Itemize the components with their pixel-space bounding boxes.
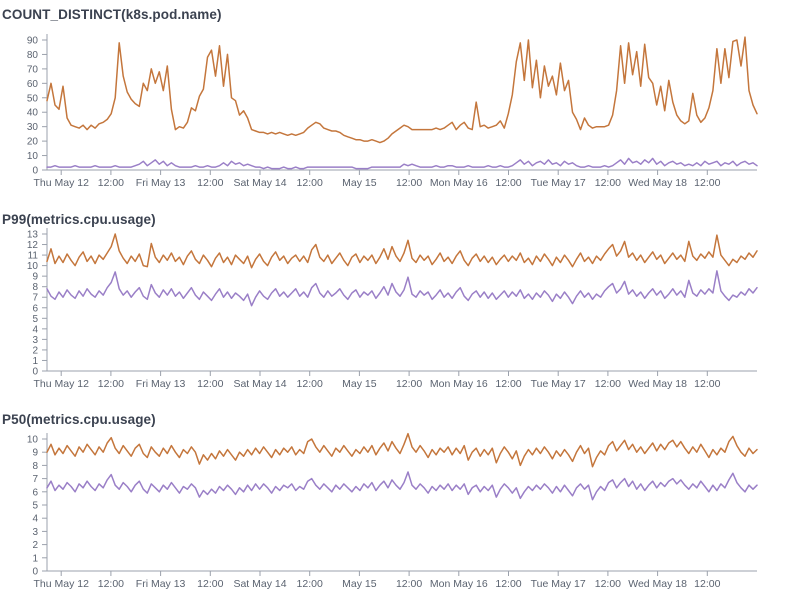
svg-text:11: 11 bbox=[28, 251, 39, 262]
svg-text:12:00: 12:00 bbox=[595, 578, 621, 590]
svg-text:Tue May 17: Tue May 17 bbox=[531, 378, 586, 390]
svg-text:0: 0 bbox=[32, 367, 38, 378]
svg-text:50: 50 bbox=[27, 93, 39, 104]
svg-text:12: 12 bbox=[27, 240, 39, 251]
svg-text:12:00: 12:00 bbox=[396, 578, 422, 590]
svg-text:12:00: 12:00 bbox=[694, 378, 720, 390]
svg-text:4: 4 bbox=[32, 514, 38, 525]
svg-text:0: 0 bbox=[32, 567, 38, 578]
svg-text:12:00: 12:00 bbox=[694, 578, 720, 590]
svg-text:9: 9 bbox=[32, 272, 38, 283]
svg-text:12:00: 12:00 bbox=[297, 378, 323, 390]
svg-text:60: 60 bbox=[27, 79, 39, 90]
svg-text:Tue May 17: Tue May 17 bbox=[531, 578, 586, 590]
svg-text:12:00: 12:00 bbox=[495, 578, 521, 590]
svg-text:Tue May 17: Tue May 17 bbox=[531, 177, 586, 189]
svg-text:90: 90 bbox=[27, 36, 39, 47]
svg-text:12:00: 12:00 bbox=[396, 378, 422, 390]
chart-canvas-count-distinct[interactable]: 0 10 20 30 40 50 60 70 80 90 Thu May 12 12:00 Fri Ma… bbox=[0, 25, 796, 200]
svg-text:12:00: 12:00 bbox=[396, 177, 422, 189]
svg-text:1: 1 bbox=[32, 553, 38, 564]
svg-text:12:00: 12:00 bbox=[595, 378, 621, 390]
svg-text:12:00: 12:00 bbox=[694, 177, 720, 189]
svg-text:4: 4 bbox=[32, 324, 38, 335]
svg-text:Thu May 12: Thu May 12 bbox=[33, 177, 89, 189]
svg-text:3: 3 bbox=[32, 527, 38, 538]
svg-text:80: 80 bbox=[27, 50, 39, 61]
svg-text:May 15: May 15 bbox=[342, 378, 377, 390]
svg-text:Wed May 18: Wed May 18 bbox=[628, 578, 687, 590]
svg-text:12:00: 12:00 bbox=[98, 177, 124, 189]
svg-text:70: 70 bbox=[27, 64, 39, 75]
chart-title-p99: P99(metrics.cpu.usage) bbox=[2, 212, 156, 227]
chart-title-count-distinct: COUNT_DISTINCT(k8s.pod.name) bbox=[2, 7, 222, 22]
svg-text:Mon May 16: Mon May 16 bbox=[430, 578, 488, 590]
svg-text:6: 6 bbox=[32, 303, 38, 314]
svg-text:2: 2 bbox=[32, 345, 38, 356]
svg-text:12:00: 12:00 bbox=[98, 378, 124, 390]
svg-text:Wed May 18: Wed May 18 bbox=[628, 378, 687, 390]
svg-text:May 15: May 15 bbox=[342, 177, 377, 189]
svg-text:Fri May 13: Fri May 13 bbox=[136, 378, 186, 390]
svg-text:13: 13 bbox=[27, 230, 39, 241]
svg-text:12:00: 12:00 bbox=[197, 578, 223, 590]
svg-text:0: 0 bbox=[32, 166, 38, 177]
svg-text:1: 1 bbox=[32, 356, 38, 367]
chart-count-distinct-pod-name: COUNT_DISTINCT(k8s.pod.name) 0 10 20 30 40 50… bbox=[0, 0, 796, 200]
svg-text:10: 10 bbox=[27, 261, 39, 272]
svg-text:Fri May 13: Fri May 13 bbox=[136, 177, 186, 189]
svg-text:10: 10 bbox=[27, 435, 39, 446]
chart-p50-cpu-usage: P50(metrics.cpu.usage) 0 1 2 3 4 5 6 7 8 9 10 Thu M… bbox=[0, 405, 796, 600]
svg-text:8: 8 bbox=[32, 461, 38, 472]
svg-text:20: 20 bbox=[27, 137, 39, 148]
svg-text:9: 9 bbox=[32, 448, 38, 459]
svg-text:3: 3 bbox=[32, 335, 38, 346]
svg-text:12:00: 12:00 bbox=[495, 177, 521, 189]
svg-text:2: 2 bbox=[32, 540, 38, 551]
svg-text:12:00: 12:00 bbox=[197, 378, 223, 390]
chart-title-p50: P50(metrics.cpu.usage) bbox=[2, 412, 156, 427]
svg-text:7: 7 bbox=[32, 474, 38, 485]
svg-text:5: 5 bbox=[32, 314, 38, 325]
svg-text:Fri May 13: Fri May 13 bbox=[136, 578, 186, 590]
chart-p99-cpu-usage: P99(metrics.cpu.usage) 0 1 2 3 4 5 6 7 8 9 10 11 12 1… bbox=[0, 200, 796, 405]
svg-text:7: 7 bbox=[32, 293, 38, 304]
svg-text:12:00: 12:00 bbox=[197, 177, 223, 189]
svg-text:5: 5 bbox=[32, 501, 38, 512]
svg-text:Mon May 16: Mon May 16 bbox=[430, 177, 488, 189]
svg-text:May 15: May 15 bbox=[342, 578, 377, 590]
svg-text:10: 10 bbox=[27, 151, 39, 162]
svg-text:Mon May 16: Mon May 16 bbox=[430, 378, 488, 390]
svg-text:30: 30 bbox=[27, 122, 39, 133]
svg-text:6: 6 bbox=[32, 487, 38, 498]
svg-text:Thu May 12: Thu May 12 bbox=[33, 378, 89, 390]
svg-text:Wed May 18: Wed May 18 bbox=[628, 177, 687, 189]
svg-text:12:00: 12:00 bbox=[297, 177, 323, 189]
svg-text:Sat May 14: Sat May 14 bbox=[233, 177, 286, 189]
svg-text:12:00: 12:00 bbox=[297, 578, 323, 590]
svg-text:Sat May 14: Sat May 14 bbox=[233, 578, 286, 590]
svg-text:12:00: 12:00 bbox=[495, 378, 521, 390]
svg-text:40: 40 bbox=[27, 108, 39, 119]
svg-text:Sat May 14: Sat May 14 bbox=[233, 378, 286, 390]
chart-canvas-p50[interactable]: 0 1 2 3 4 5 6 7 8 9 10 Thu May 12 12:00 Fri May 13 12:… bbox=[0, 425, 796, 600]
svg-text:Thu May 12: Thu May 12 bbox=[33, 578, 89, 590]
svg-text:12:00: 12:00 bbox=[98, 578, 124, 590]
svg-text:8: 8 bbox=[32, 282, 38, 293]
svg-text:12:00: 12:00 bbox=[595, 177, 621, 189]
